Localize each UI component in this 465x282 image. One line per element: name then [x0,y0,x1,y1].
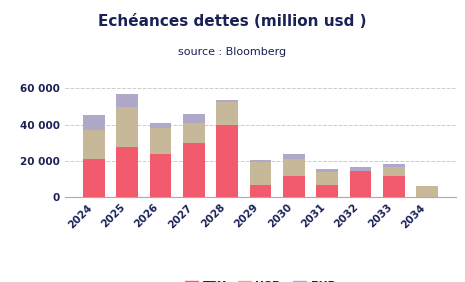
Bar [316,185,338,197]
Bar [350,167,371,171]
Bar [83,159,105,197]
Bar [250,160,271,162]
Legend: TRY, USD, EUR: TRY, USD, EUR [181,276,340,282]
Bar [216,100,238,102]
Bar [383,167,405,175]
Bar [183,143,205,197]
Bar [283,177,305,197]
Bar [316,169,338,172]
Bar [216,125,238,197]
Bar [316,172,338,185]
Bar [116,147,138,197]
Bar [283,154,305,159]
Bar [250,185,271,197]
Bar [216,102,238,125]
Bar [250,162,271,185]
Bar [416,186,438,197]
Text: source : Bloomberg: source : Bloomberg [179,47,286,56]
Bar [150,123,171,128]
Bar [150,154,171,197]
Bar [283,159,305,177]
Bar [83,115,105,130]
Text: Echéances dettes (million usd ): Echéances dettes (million usd ) [98,14,367,29]
Bar [383,164,405,167]
Bar [183,114,205,123]
Bar [350,171,371,197]
Bar [183,123,205,143]
Bar [83,130,105,159]
Bar [383,175,405,197]
Bar [116,94,138,107]
Bar [116,107,138,147]
Bar [150,128,171,154]
